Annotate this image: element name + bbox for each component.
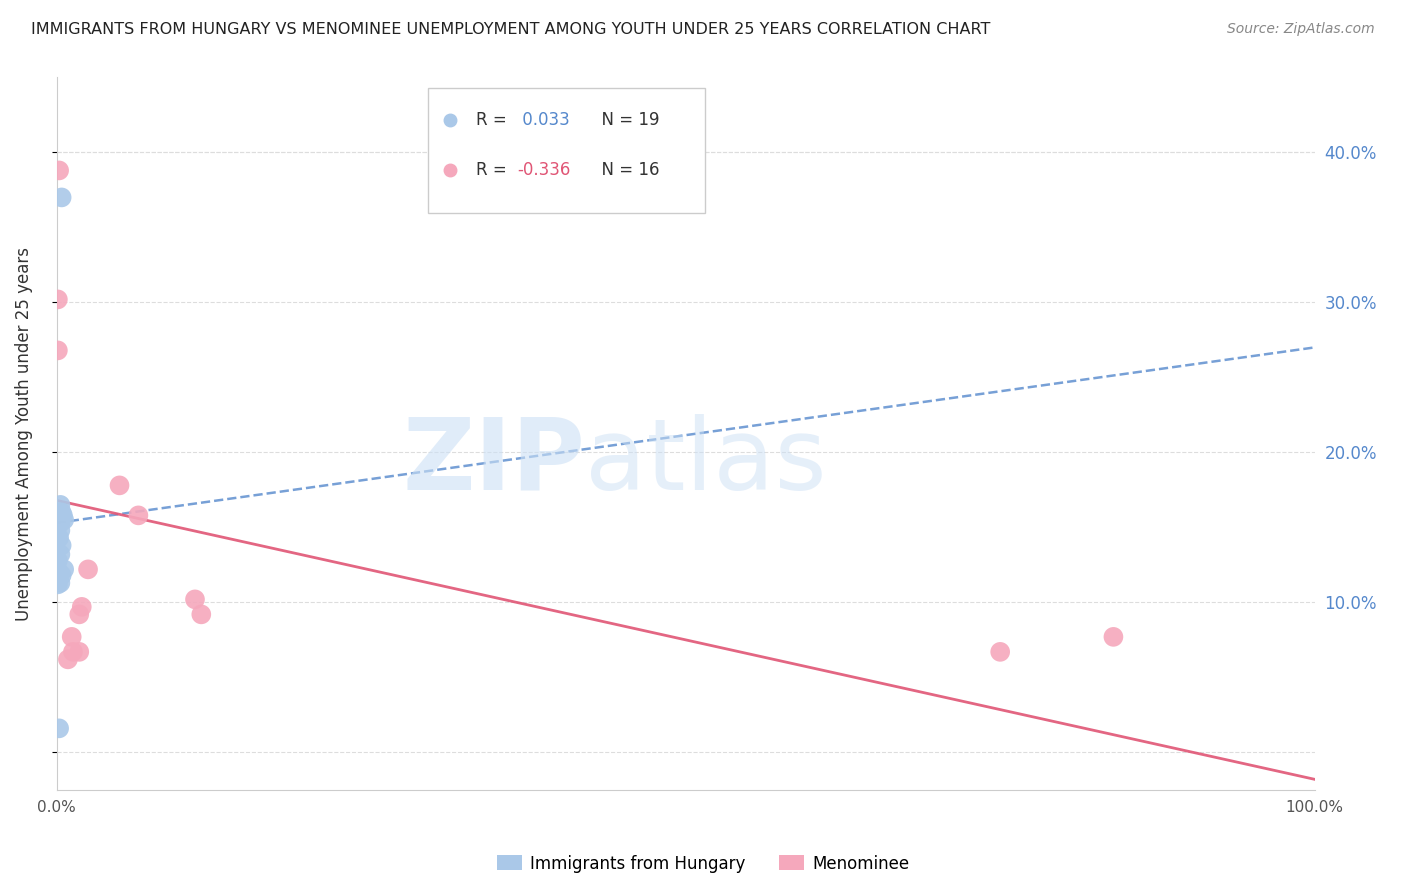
Point [190,607,212,622]
Point [127,508,149,523]
Point [46,293,69,307]
Point [51,190,73,204]
Point [48,566,70,580]
Point [53,513,76,527]
Text: R =: R = [475,112,512,129]
Point [46,508,69,523]
Point [46,343,69,358]
Point [49,524,72,538]
Point [48,722,70,736]
Point [60,630,83,644]
Text: 0.033: 0.033 [517,112,569,129]
FancyBboxPatch shape [427,88,704,213]
Point [51,505,73,519]
Point [48,505,70,519]
Point [48,163,70,178]
Text: -0.336: -0.336 [517,161,571,179]
Point [48,531,70,545]
Point [77,562,100,576]
Point [51,568,73,582]
Point [49,575,72,590]
Point [56,652,79,666]
Text: ZIP: ZIP [402,414,585,510]
Point [49,516,72,530]
Text: N = 19: N = 19 [592,112,659,129]
Point [49,498,72,512]
Point [51,538,73,552]
Text: IMMIGRANTS FROM HUNGARY VS MENOMINEE UNEMPLOYMENT AMONG YOUTH UNDER 25 YEARS COR: IMMIGRANTS FROM HUNGARY VS MENOMINEE UNE… [31,22,990,37]
Point [62,645,84,659]
Point [46,577,69,591]
Point [49,547,72,561]
Point [108,478,131,492]
Point [53,562,76,576]
Point [184,592,207,607]
Y-axis label: Unemployment Among Youth under 25 years: Unemployment Among Youth under 25 years [15,247,32,621]
Text: N = 16: N = 16 [592,161,659,179]
Point [46,553,69,567]
Text: atlas: atlas [585,414,827,510]
Point [67,607,90,622]
Point [67,645,90,659]
Legend: Immigrants from Hungary, Menominee: Immigrants from Hungary, Menominee [491,848,915,880]
Text: R =: R = [475,161,512,179]
Point [1102,630,1125,644]
Point [70,599,93,614]
Text: Source: ZipAtlas.com: Source: ZipAtlas.com [1227,22,1375,37]
Point [52,508,75,523]
Point [988,645,1011,659]
